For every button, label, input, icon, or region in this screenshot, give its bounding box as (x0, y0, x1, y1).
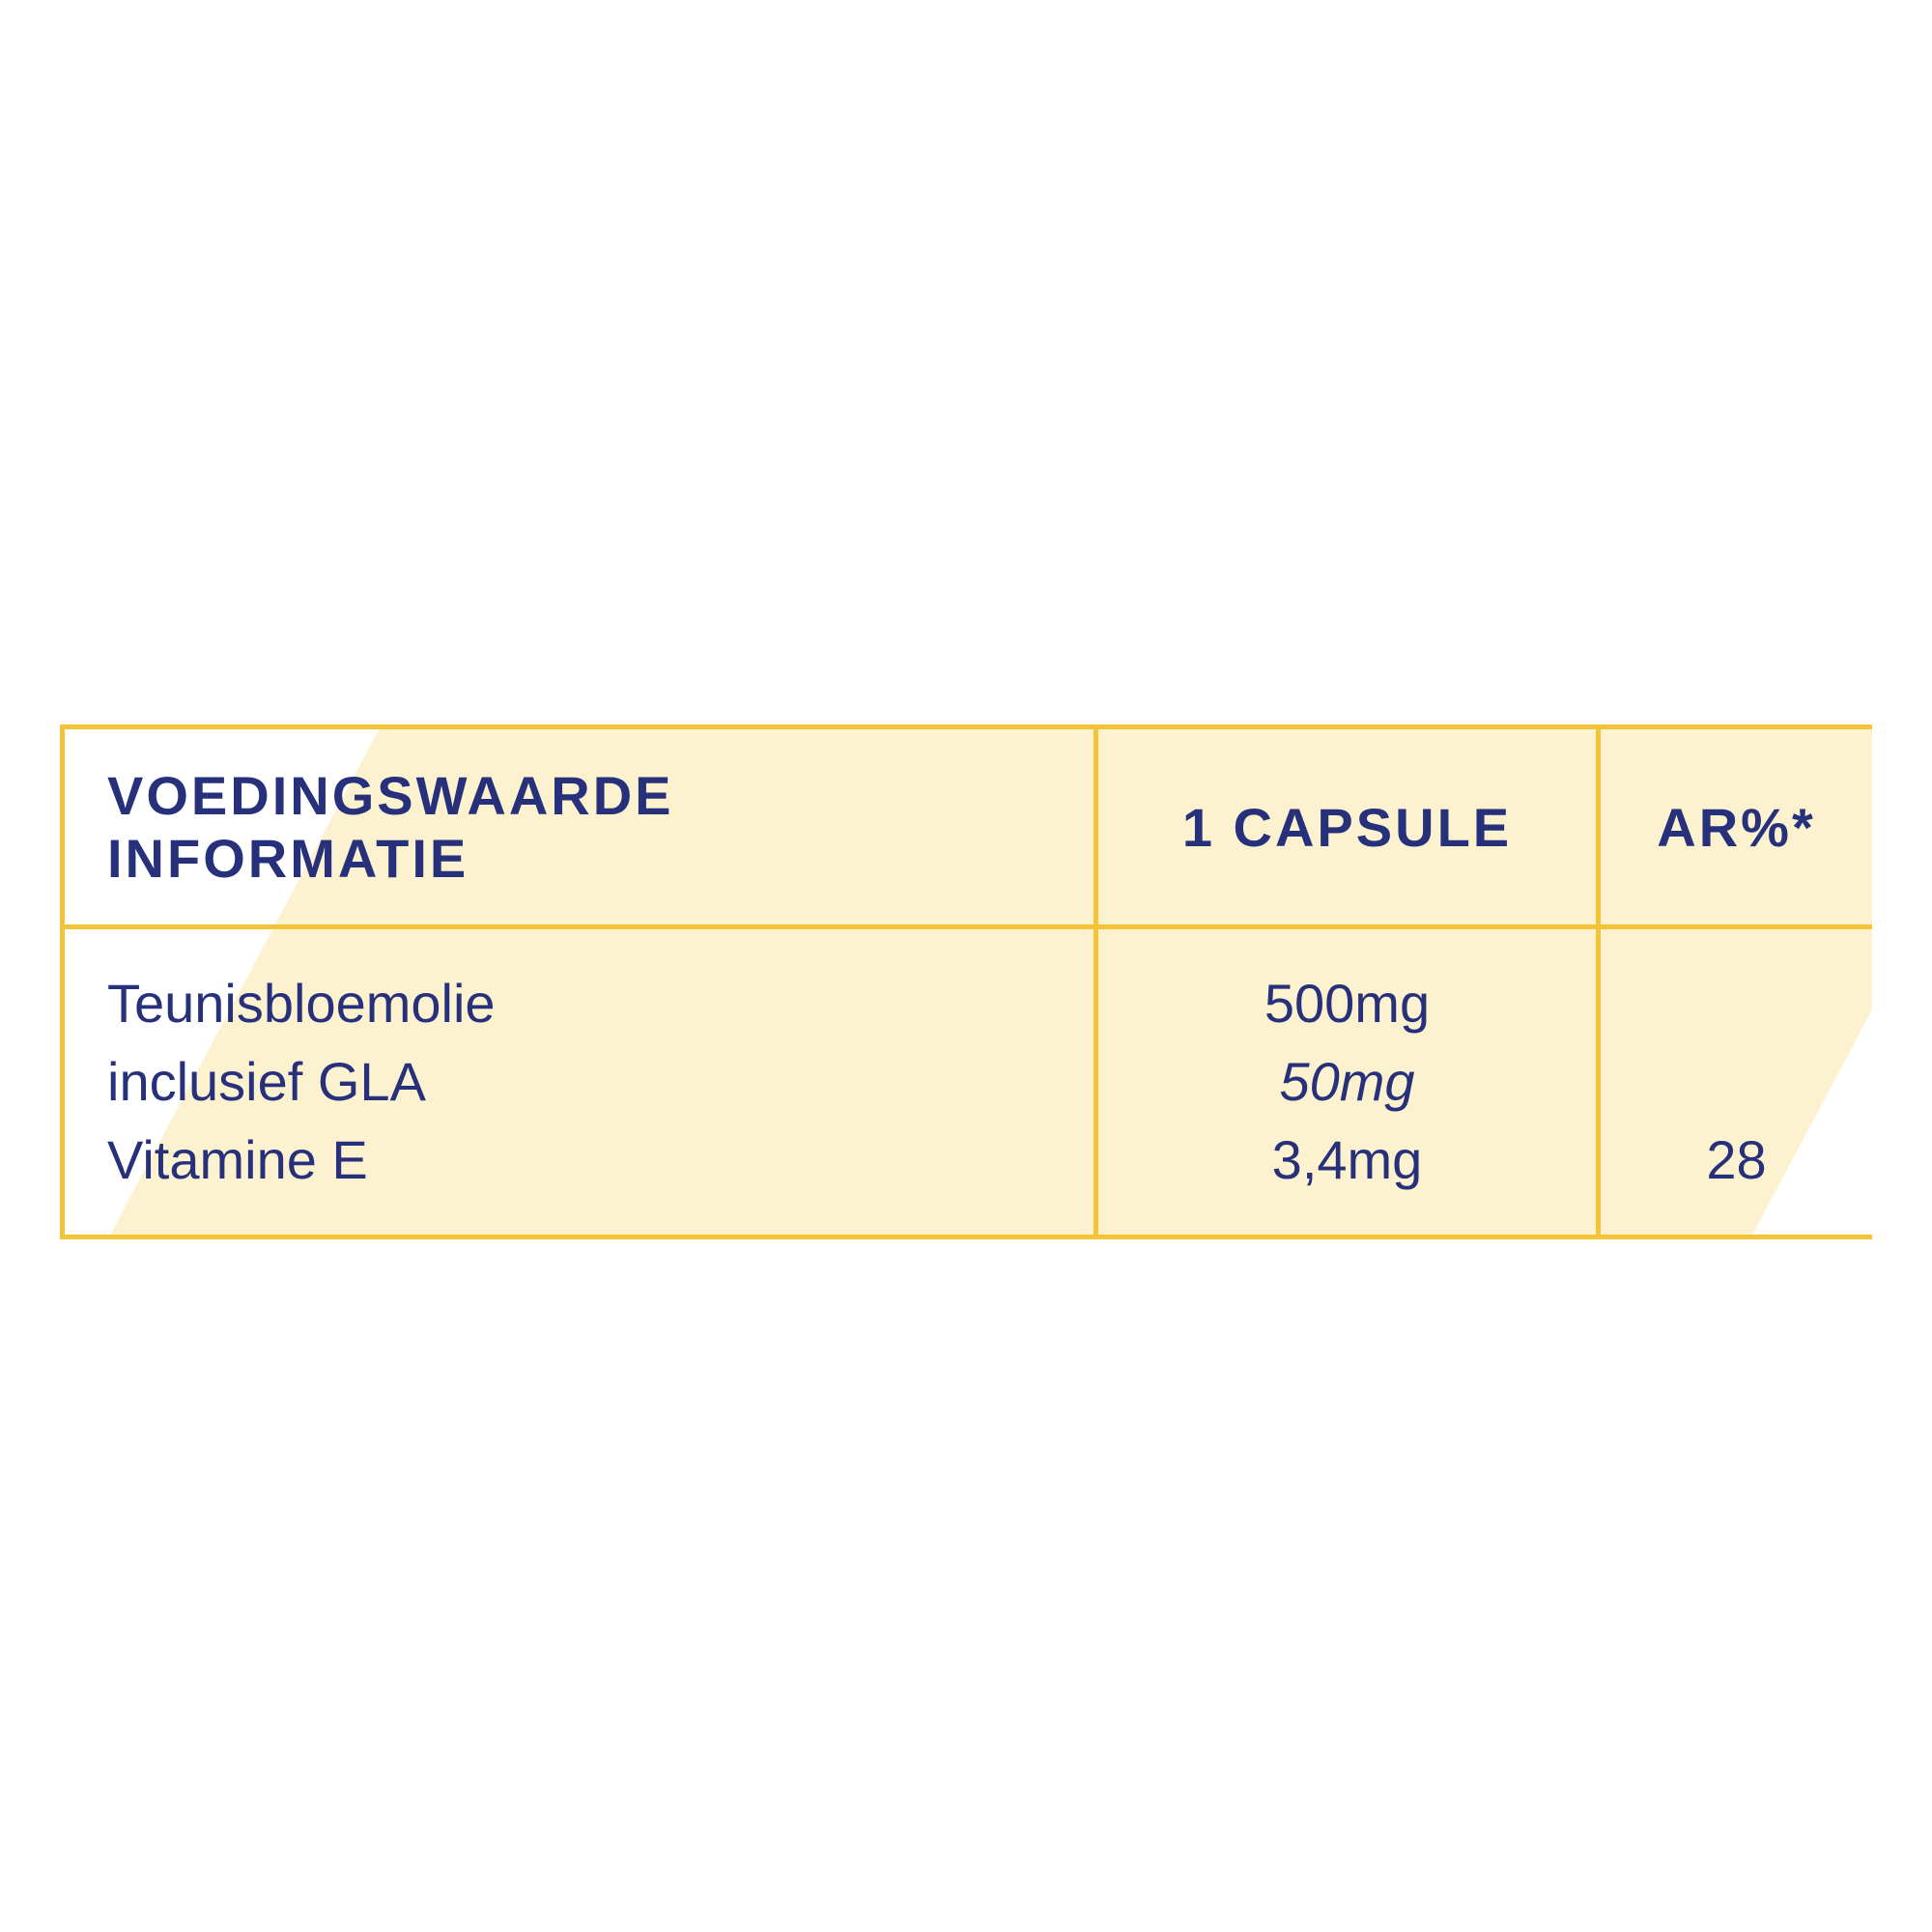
ar-cell: 28 (1599, 927, 1873, 1237)
nutrient-amount: 50mg (1141, 1042, 1553, 1121)
nutrition-table-container: VOEDINGSWAARDE INFORMATIE 1 CAPSULE AR%*… (60, 724, 1872, 1239)
nutrient-name: Teunisbloemolie (107, 964, 1051, 1042)
amounts-cell: 500mg 50mg 3,4mg (1096, 927, 1599, 1237)
column-header-nutrition: VOEDINGSWAARDE INFORMATIE (63, 727, 1096, 927)
table-header-row: VOEDINGSWAARDE INFORMATIE 1 CAPSULE AR%* (63, 727, 1873, 927)
table-body-row: Teunisbloemolie inclusief GLA Vitamine E… (63, 927, 1873, 1237)
nutrition-table: VOEDINGSWAARDE INFORMATIE 1 CAPSULE AR%*… (60, 724, 1872, 1239)
nutrient-ar (1643, 1042, 1830, 1121)
nutrient-amount: 3,4mg (1141, 1121, 1553, 1199)
nutrient-ar (1643, 964, 1830, 1042)
nutrient-amount: 500mg (1141, 964, 1553, 1042)
nutrient-name: Vitamine E (107, 1121, 1051, 1199)
nutrient-names-cell: Teunisbloemolie inclusief GLA Vitamine E (63, 927, 1096, 1237)
column-header-ar: AR%* (1599, 727, 1873, 927)
nutrient-name: inclusief GLA (107, 1042, 1051, 1121)
nutrient-ar: 28 (1643, 1121, 1830, 1199)
column-header-capsule: 1 CAPSULE (1096, 727, 1599, 927)
